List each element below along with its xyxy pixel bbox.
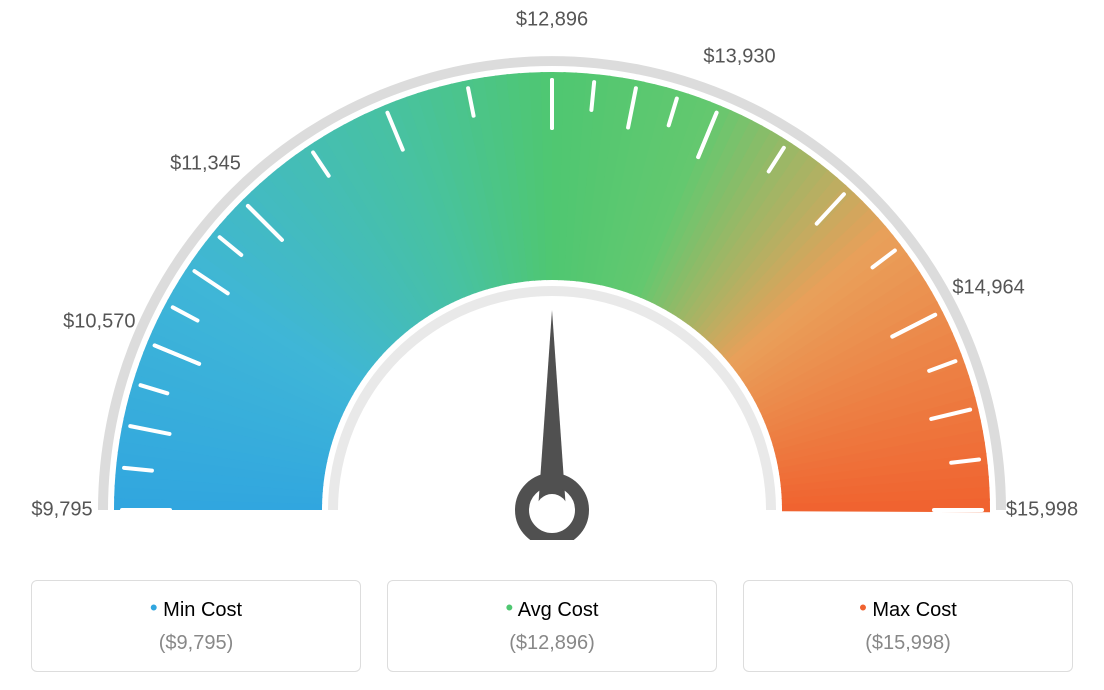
legend-card-min: • Min Cost ($9,795): [31, 580, 361, 672]
gauge-scale-label: $15,998: [1006, 499, 1078, 522]
legend-label: Avg Cost: [518, 599, 599, 621]
legend-title-max: • Max Cost: [754, 595, 1062, 622]
legend-title-avg: • Avg Cost: [398, 595, 706, 622]
legend-label: Min Cost: [163, 599, 242, 621]
gauge-scale-label: $14,964: [952, 276, 1024, 299]
gauge-scale-label: $11,345: [170, 152, 241, 175]
legend-row: • Min Cost ($9,795) • Avg Cost ($12,896)…: [0, 580, 1104, 672]
gauge-scale-label: $10,570: [63, 311, 135, 334]
gauge-chart: $9,795 $10,570 $11,345 $12,896 $13,930 $14,96…: [0, 0, 1104, 540]
legend-card-avg: • Avg Cost ($12,896): [387, 580, 717, 672]
legend-title-min: • Min Cost: [42, 595, 350, 622]
dot-icon: •: [150, 595, 158, 620]
legend-label: Max Cost: [872, 599, 956, 621]
legend-value-min: ($9,795): [42, 632, 350, 655]
gauge-scale-label: $9,795: [31, 499, 92, 522]
gauge-svg: [0, 0, 1104, 540]
gauge-scale-label: $12,896: [516, 9, 588, 32]
legend-card-max: • Max Cost ($15,998): [743, 580, 1073, 672]
legend-value-max: ($15,998): [754, 632, 1062, 655]
gauge-scale-label: $13,930: [703, 46, 775, 69]
legend-value-avg: ($12,896): [398, 632, 706, 655]
dot-icon: •: [859, 595, 867, 620]
dot-icon: •: [506, 595, 514, 620]
